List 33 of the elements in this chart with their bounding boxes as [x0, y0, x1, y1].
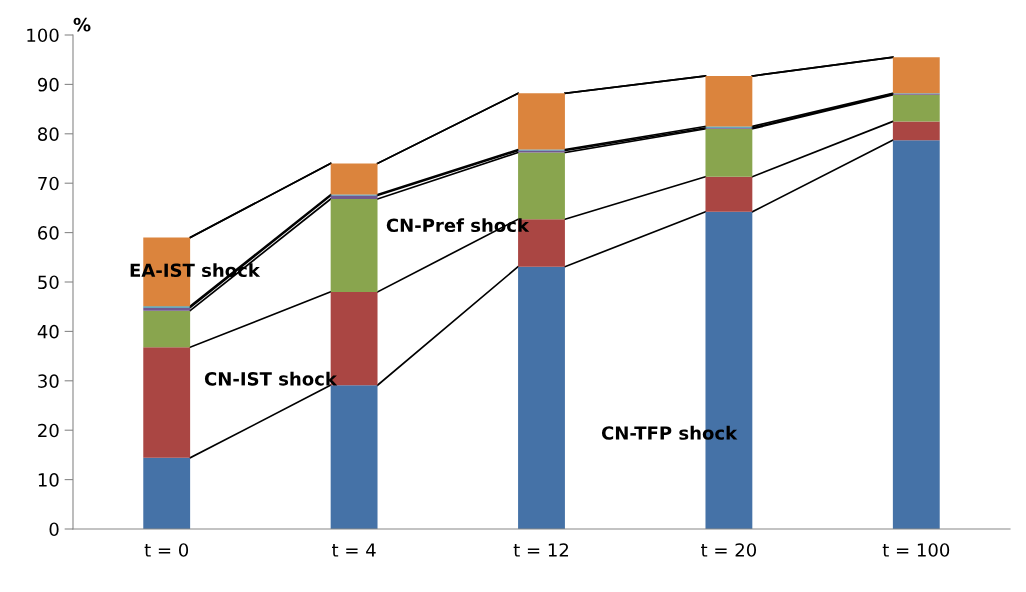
x-tick-label: t = 0 — [144, 543, 189, 557]
y-tick-label: 10 — [38, 473, 59, 487]
bar — [330, 199, 378, 292]
bar — [518, 93, 565, 150]
x-tick-label: t = 100 — [882, 543, 950, 557]
bar — [143, 457, 191, 529]
bar — [518, 266, 565, 529]
y-tick-label: 20 — [38, 423, 59, 438]
bar — [330, 385, 378, 529]
y-tick-label: 50 — [38, 275, 59, 290]
y-tick-label: 90 — [37, 77, 59, 92]
x-tick-label: t = 12 — [513, 543, 569, 557]
y-axis-title: % — [73, 17, 91, 32]
x-tick-label: t = 20 — [701, 543, 757, 557]
y-tick-label: 100 — [27, 28, 59, 43]
y-tick-label: 40 — [37, 324, 59, 339]
y-tick-label: 30 — [38, 374, 59, 388]
y-tick-label: 60 — [38, 226, 59, 240]
x-tick-label: t = 4 — [332, 543, 376, 557]
bar — [705, 176, 753, 212]
bar — [705, 76, 753, 127]
bar — [892, 121, 940, 141]
bar — [143, 347, 191, 458]
bar — [143, 310, 191, 348]
bar — [892, 57, 940, 94]
bar — [330, 163, 378, 195]
bar — [892, 140, 940, 529]
bar — [705, 128, 753, 177]
y-tick-label: 0 — [49, 522, 59, 537]
y-tick-label: 70 — [38, 176, 59, 191]
y-tick-label: 80 — [38, 127, 59, 141]
bar — [518, 152, 565, 220]
bar — [892, 94, 940, 122]
